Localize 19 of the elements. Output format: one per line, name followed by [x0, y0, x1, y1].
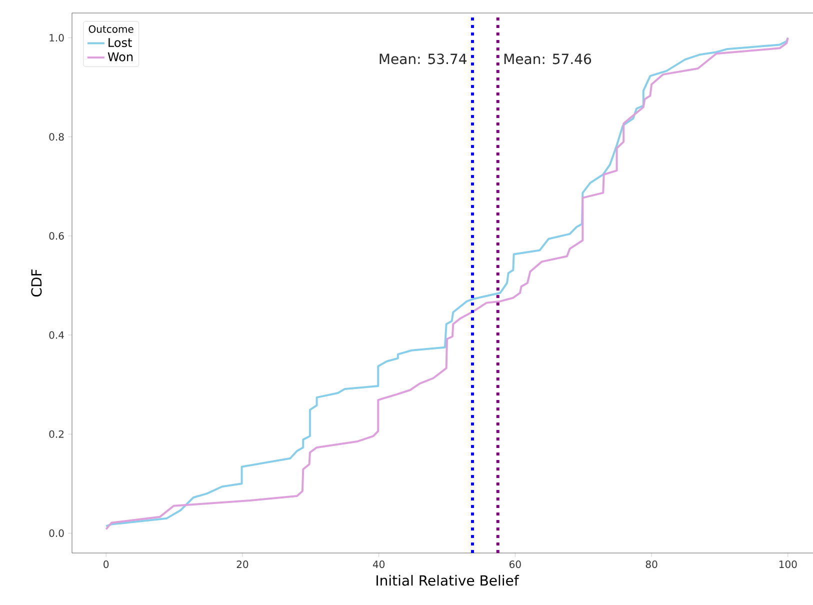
x-tick-label: 80 [646, 560, 658, 568]
y-tick-label: 1.0 [50, 34, 64, 42]
y-tick-label: 0.8 [49, 133, 64, 141]
ref-line-label: Mean: 57.46 [504, 54, 592, 64]
y-axis-title: CDF [31, 270, 42, 297]
legend-title: Outcome [88, 25, 134, 33]
x-tick-label: 20 [236, 560, 248, 568]
y-tick-label: 0.6 [49, 232, 64, 240]
x-tick-label: 100 [779, 560, 797, 568]
y-tick-label: 0.0 [49, 529, 64, 537]
x-tick-label: 60 [510, 560, 521, 568]
x-axis-title: Initial Relative Belief [376, 574, 520, 586]
x-tick-label: 40 [372, 560, 385, 568]
x-tick-label: 0 [104, 560, 109, 568]
legend-label: Lost [108, 38, 132, 48]
legend-label: Won [108, 52, 133, 62]
y-tick-label: 0.4 [49, 331, 64, 339]
y-tick-label: 0.2 [49, 430, 64, 438]
ref-line-label: Mean: 53.74 [380, 54, 467, 64]
